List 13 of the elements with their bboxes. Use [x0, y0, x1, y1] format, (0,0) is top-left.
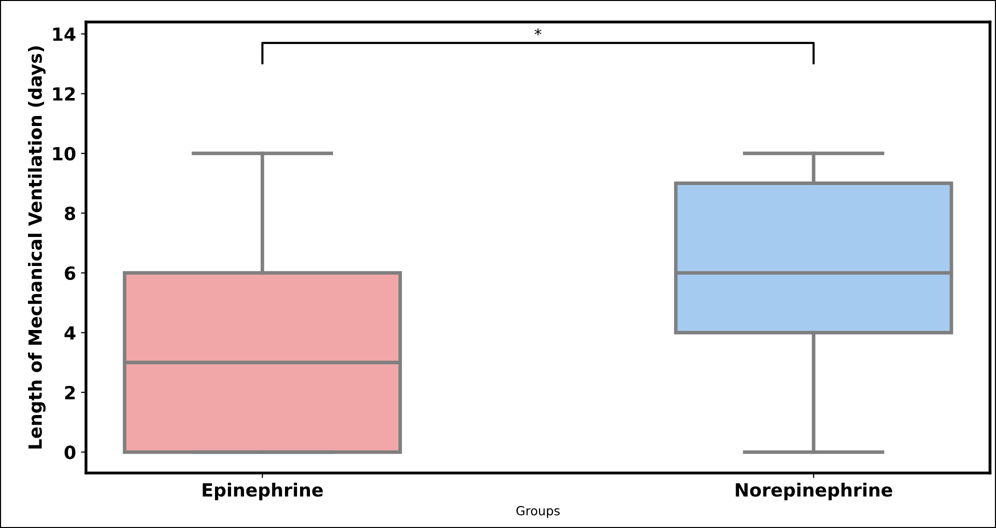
y-tick-label: 6 — [64, 266, 76, 280]
annotation: * — [534, 28, 542, 36]
y-tick-label: 14 — [53, 28, 76, 41]
y-tick-label: 8 — [64, 206, 76, 220]
y-tick-label: 10 — [53, 146, 76, 161]
y-tick-label: 12 — [53, 87, 75, 101]
y-tick-label: 0 — [64, 446, 76, 460]
y-axis-title: Length of Mechanical Ventilation (days) — [28, 46, 46, 449]
y-tick-label: 4 — [64, 326, 76, 340]
x-axis-title: Groups — [516, 506, 560, 518]
y-tick-label: 2 — [65, 386, 75, 400]
x-tick-label: Epinephrine — [202, 482, 323, 500]
x-tick-label: Norepinephrine — [736, 482, 892, 500]
